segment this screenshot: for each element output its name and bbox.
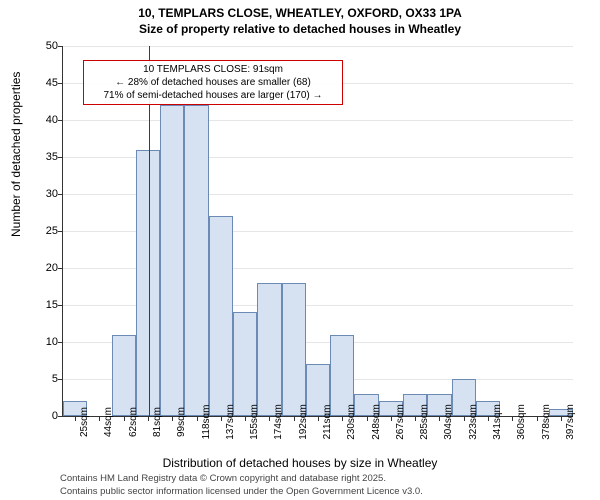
histogram-bar xyxy=(160,105,184,416)
histogram-bar xyxy=(184,105,208,416)
y-tick-label: 20 xyxy=(46,262,58,274)
y-tick-label: 35 xyxy=(46,151,58,163)
x-axis-label: Distribution of detached houses by size … xyxy=(0,456,600,470)
histogram-bar xyxy=(282,283,306,416)
histogram-bar xyxy=(112,335,136,416)
histogram-bar xyxy=(257,283,281,416)
annotation-line: ← 28% of detached houses are smaller (68… xyxy=(115,77,311,88)
footer-attribution: Contains HM Land Registry data © Crown c… xyxy=(60,473,423,498)
y-tick-label: 30 xyxy=(46,188,58,200)
annotation-line: 71% of semi-detached houses are larger (… xyxy=(103,90,322,101)
y-axis-label: Number of detached properties xyxy=(9,72,23,237)
histogram-bar xyxy=(136,150,160,416)
y-tick-label: 50 xyxy=(46,40,58,52)
chart-title: 10, TEMPLARS CLOSE, WHEATLEY, OXFORD, OX… xyxy=(0,0,600,37)
y-tick-label: 15 xyxy=(46,299,58,311)
y-tick-label: 5 xyxy=(52,373,58,385)
annotation-line: 10 TEMPLARS CLOSE: 91sqm xyxy=(143,64,283,75)
plot-area: 0510152025303540455025sqm44sqm62sqm81sqm… xyxy=(62,46,573,417)
x-tick-label: 397sqm xyxy=(565,404,576,440)
y-tick-label: 40 xyxy=(46,114,58,126)
chart-area: 0510152025303540455025sqm44sqm62sqm81sqm… xyxy=(62,46,572,416)
annotation-callout: 10 TEMPLARS CLOSE: 91sqm ← 28% of detache… xyxy=(83,60,343,105)
x-tick-label: 360sqm xyxy=(516,404,527,440)
histogram-bar xyxy=(209,216,233,416)
y-tick-label: 25 xyxy=(46,225,58,237)
histogram-bar xyxy=(233,312,257,416)
y-tick-label: 45 xyxy=(46,77,58,89)
x-tick-label: 25sqm xyxy=(79,407,90,437)
x-tick-label: 341sqm xyxy=(492,404,503,440)
y-tick-label: 10 xyxy=(46,336,58,348)
y-tick-label: 0 xyxy=(52,410,58,422)
